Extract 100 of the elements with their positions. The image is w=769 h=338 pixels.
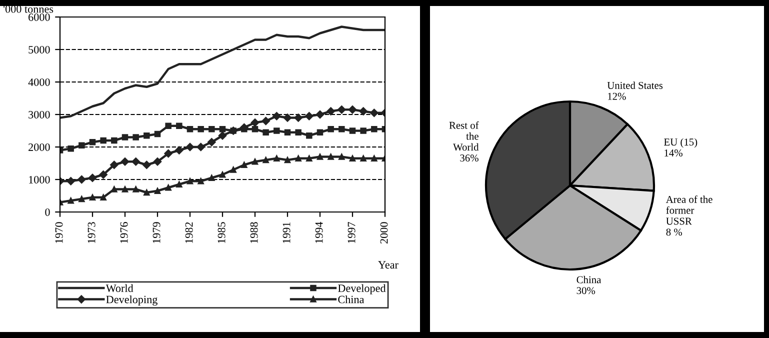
point — [176, 122, 182, 129]
point — [294, 114, 302, 122]
legend-label: World — [106, 284, 134, 292]
x-tick-label: 1979 — [152, 222, 160, 243]
point — [328, 126, 334, 132]
data-label: 12% — [608, 92, 626, 100]
point — [110, 160, 118, 170]
x-tick-label: 1970 — [55, 222, 63, 243]
point — [338, 105, 346, 114]
y-tick-label: 5000 — [28, 46, 50, 54]
point — [338, 126, 345, 132]
point — [132, 134, 139, 140]
point — [360, 128, 366, 134]
point — [306, 132, 312, 139]
x-tick-label: 1973 — [88, 222, 96, 243]
legend-label: Developing — [106, 295, 158, 306]
point — [262, 116, 270, 126]
x-tick-label: 1982 — [185, 222, 193, 243]
point — [153, 157, 162, 166]
point — [164, 149, 172, 158]
slice-label: United States — [607, 82, 663, 89]
point — [186, 142, 194, 152]
x-axis-title: Year — [378, 261, 398, 269]
point — [316, 154, 324, 160]
point — [142, 160, 151, 170]
point — [132, 157, 140, 166]
point — [348, 105, 357, 114]
point — [250, 118, 260, 127]
point — [175, 146, 184, 154]
point — [274, 128, 280, 134]
x-tick-label: 2000 — [380, 222, 388, 244]
point — [144, 132, 150, 139]
point — [262, 129, 269, 136]
point — [78, 142, 85, 148]
point — [284, 129, 291, 136]
point — [305, 112, 314, 120]
point — [326, 107, 335, 116]
point — [89, 139, 96, 146]
point — [88, 174, 97, 182]
y-tick-label: 6000 — [28, 13, 50, 21]
point — [144, 189, 150, 196]
point — [349, 128, 356, 134]
point — [78, 196, 85, 202]
data-label: 14% — [664, 149, 682, 156]
point — [122, 186, 128, 192]
point — [122, 134, 128, 140]
y-tick-label: 0 — [45, 208, 50, 216]
slice-label: Rest of the World — [449, 121, 479, 151]
point — [89, 194, 96, 200]
data-label: 36% — [460, 154, 478, 162]
slice-label: China — [576, 276, 602, 284]
data-label: 8 % — [666, 228, 682, 236]
point — [219, 126, 226, 132]
point — [154, 130, 161, 138]
line-series — [60, 26, 385, 119]
point — [359, 107, 368, 116]
y-tick-label: 2000 — [28, 143, 50, 151]
point — [68, 146, 74, 152]
x-tick-label: 1976 — [120, 222, 128, 243]
y-tick-label: 1000 — [29, 176, 50, 184]
point — [100, 137, 106, 144]
point — [316, 110, 324, 119]
point — [165, 122, 172, 129]
point — [120, 157, 130, 166]
x-tick-label: 1994 — [315, 222, 323, 243]
x-tick-label: 1997 — [348, 222, 356, 243]
slice-label: EU (15) — [664, 138, 698, 148]
legend-label: Developed — [338, 284, 386, 294]
point — [283, 114, 292, 122]
point — [208, 126, 215, 132]
y-tick-label: 3000 — [28, 110, 50, 118]
point — [78, 175, 86, 184]
point — [66, 176, 75, 186]
point — [196, 142, 205, 152]
point — [370, 108, 378, 118]
data-label: 30% — [576, 287, 596, 294]
point — [252, 126, 258, 132]
point — [262, 156, 269, 164]
x-tick-label: 1985 — [218, 222, 226, 243]
legend-label: China — [338, 295, 364, 304]
point — [208, 138, 216, 146]
point — [219, 172, 226, 178]
point — [198, 126, 204, 132]
point — [154, 188, 161, 194]
point — [284, 156, 291, 164]
point — [295, 129, 302, 136]
slice-label: Area of the former USSR — [666, 195, 712, 225]
point — [99, 170, 108, 179]
x-tick-label: 1991 — [282, 222, 290, 243]
point — [349, 155, 356, 162]
point — [371, 126, 378, 132]
point — [218, 131, 227, 140]
point — [252, 158, 258, 165]
point — [186, 178, 194, 184]
y-tick-label: 4000 — [28, 78, 50, 86]
point — [316, 129, 324, 136]
point — [272, 112, 281, 120]
x-tick-label: 1988 — [250, 222, 258, 243]
point — [111, 137, 118, 144]
line-series — [60, 154, 385, 206]
